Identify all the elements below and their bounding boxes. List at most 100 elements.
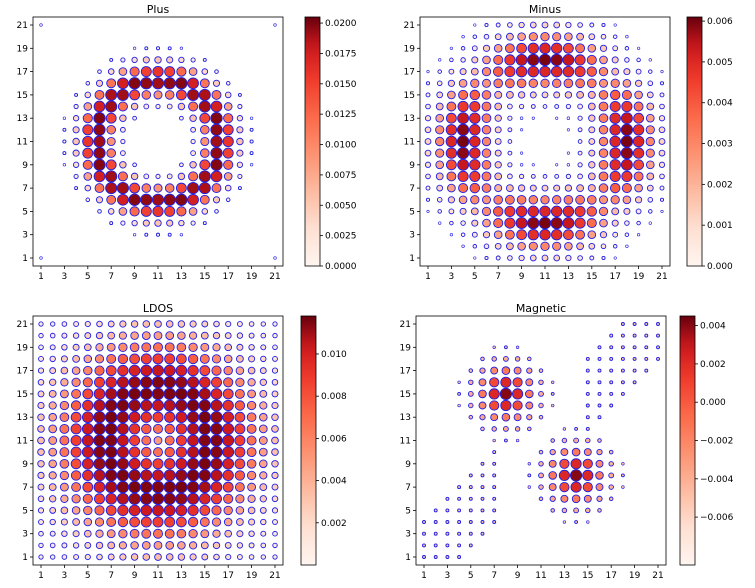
site-point: [457, 170, 469, 182]
site-point: [210, 399, 223, 412]
site-point: [526, 414, 533, 421]
site-point: [105, 469, 118, 482]
site-point: [93, 422, 106, 436]
y-tick-label: 9: [409, 161, 415, 171]
site-point: [188, 67, 198, 76]
site-point: [93, 376, 105, 388]
site-point: [271, 495, 279, 503]
site-point: [225, 553, 232, 561]
site-point: [234, 446, 246, 458]
site-point: [199, 159, 211, 171]
x-tick-label: 1: [425, 272, 431, 282]
site-point: [472, 34, 478, 39]
site-point: [460, 57, 466, 63]
site-point: [83, 102, 93, 111]
site-point: [236, 530, 244, 538]
site-point: [494, 242, 502, 250]
site-point: [48, 483, 57, 492]
site-point: [234, 423, 246, 435]
site-point: [636, 57, 641, 63]
site-point: [632, 356, 637, 361]
site-point: [186, 399, 200, 412]
site-point: [517, 91, 526, 99]
x-tick-label: 13: [563, 272, 574, 282]
site-point: [166, 173, 173, 180]
site-point: [82, 493, 93, 504]
site-point: [539, 228, 551, 241]
site-point: [538, 461, 544, 467]
site-point: [659, 92, 665, 98]
site-point: [177, 541, 186, 550]
site-point: [515, 217, 528, 230]
site-point: [612, 244, 618, 249]
y-tick-label: 21: [404, 21, 415, 31]
y-tick-label: 19: [404, 44, 416, 54]
site-point: [201, 68, 209, 75]
site-point: [574, 66, 586, 78]
site-point: [48, 412, 57, 422]
site-point: [490, 413, 499, 422]
site-point: [424, 138, 432, 145]
site-point: [563, 42, 574, 54]
site-point: [210, 411, 223, 424]
site-point: [583, 448, 592, 457]
site-point: [152, 458, 164, 470]
site-point: [527, 216, 540, 230]
site-point: [234, 458, 246, 470]
site-point: [48, 436, 58, 445]
site-point: [599, 44, 608, 52]
site-point: [198, 88, 211, 101]
site-point: [492, 461, 497, 466]
x-tick-label: 15: [582, 571, 593, 581]
site-point: [116, 399, 130, 412]
site-point: [456, 135, 470, 148]
site-point: [515, 438, 520, 443]
x-tick-label: 19: [246, 571, 258, 581]
x-tick-label: 15: [199, 272, 210, 282]
site-point: [555, 116, 559, 120]
site-point: [140, 492, 153, 505]
site-point: [489, 377, 500, 388]
site-point: [448, 68, 455, 75]
site-point: [140, 480, 153, 494]
site-point: [199, 517, 210, 527]
site-point: [469, 124, 481, 136]
site-point: [37, 483, 45, 491]
site-point: [260, 321, 266, 327]
site-point: [271, 460, 279, 468]
site-point: [613, 256, 617, 260]
x-tick-label: 15: [586, 272, 597, 282]
site-point: [37, 436, 45, 445]
site-point: [140, 205, 152, 217]
site-point: [438, 58, 442, 62]
site-point: [186, 457, 200, 470]
site-point: [596, 448, 603, 456]
site-point: [249, 163, 254, 167]
site-point: [525, 378, 534, 387]
site-point: [176, 206, 187, 217]
site-point: [460, 232, 466, 237]
site-point: [588, 149, 596, 157]
site-point: [105, 387, 118, 400]
site-point: [468, 402, 474, 409]
site-point: [422, 520, 426, 524]
site-point: [538, 472, 544, 479]
y-tick-label: 15: [404, 91, 415, 101]
site-point: [624, 57, 630, 63]
site-point: [540, 195, 550, 205]
site-point: [211, 89, 222, 100]
site-point: [120, 138, 126, 145]
site-point: [260, 530, 267, 537]
site-point: [622, 78, 632, 88]
site-point: [574, 217, 586, 229]
site-point: [560, 494, 569, 503]
site-point: [223, 102, 233, 111]
site-point: [210, 146, 223, 160]
x-tick-label: 21: [269, 272, 280, 282]
site-point: [260, 554, 266, 560]
site-point: [94, 365, 105, 376]
site-point: [489, 400, 500, 411]
site-point: [512, 377, 523, 388]
x-tick-label: 9: [515, 571, 521, 581]
